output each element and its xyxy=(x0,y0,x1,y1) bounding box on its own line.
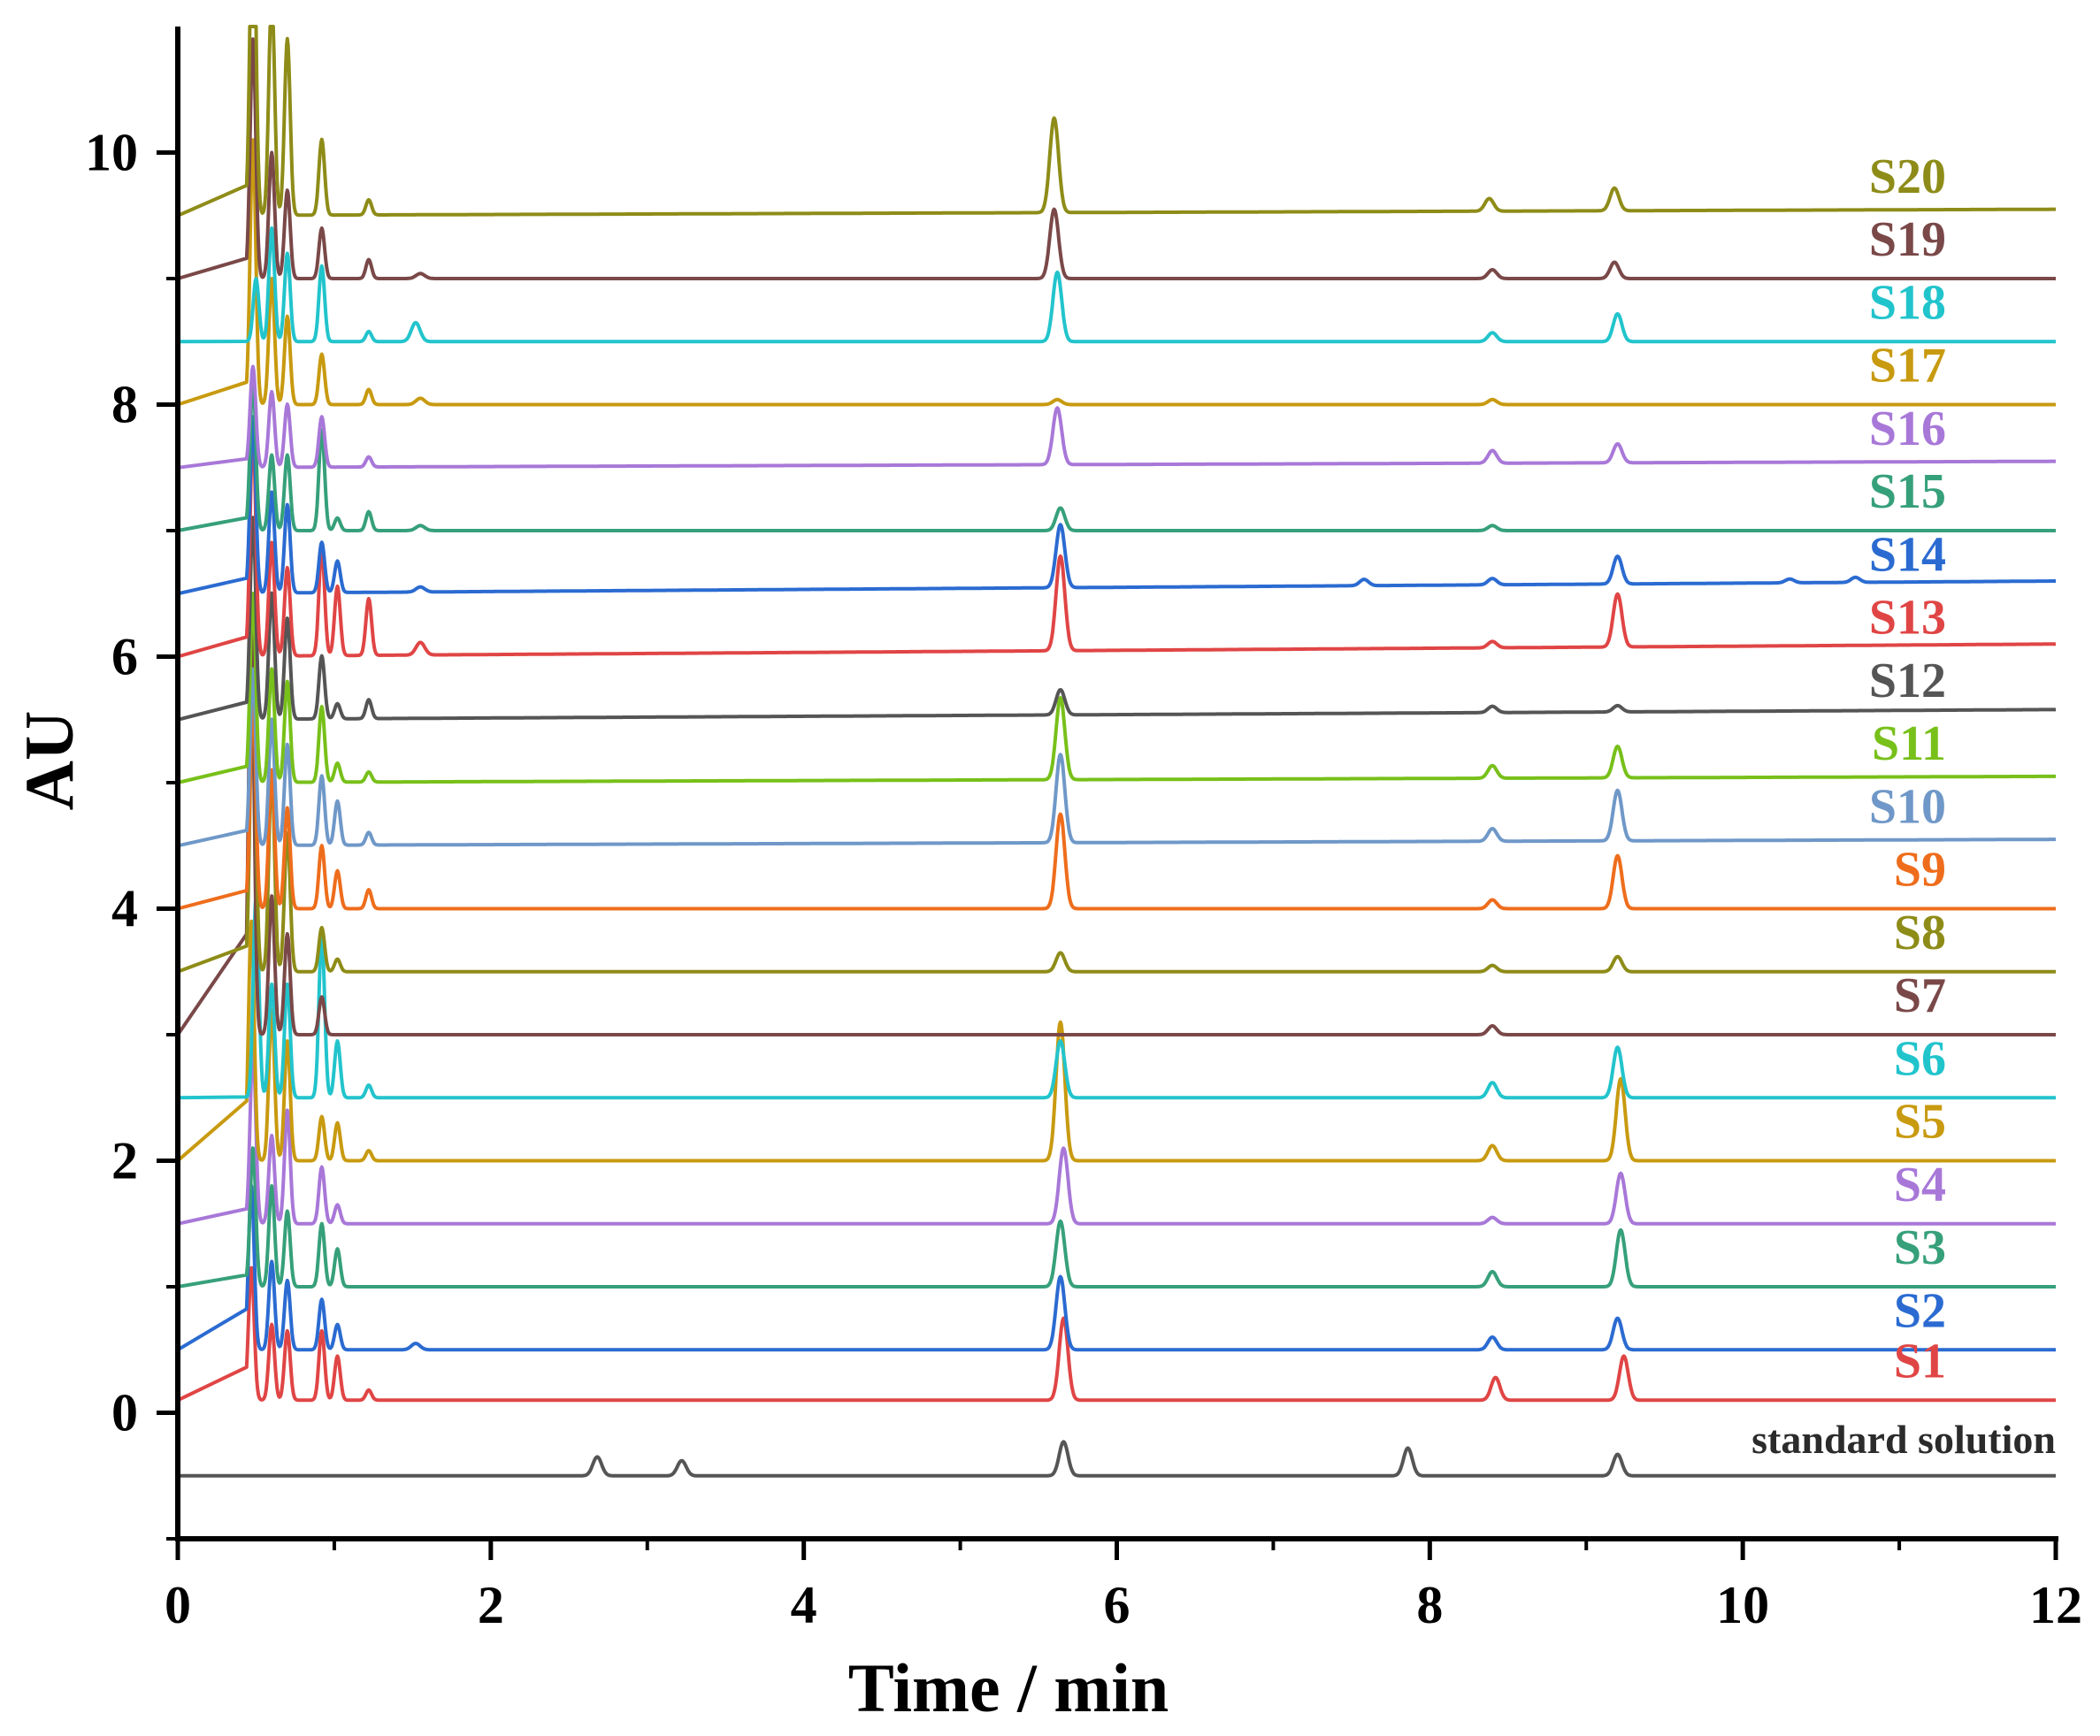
y-tick-label: 8 xyxy=(111,376,138,434)
trace-s18 xyxy=(177,226,2058,344)
trace-s10 xyxy=(177,667,2058,848)
series-label-s15: S15 xyxy=(1869,464,1946,519)
trace-s17 xyxy=(177,138,2058,407)
series-label-s20: S20 xyxy=(1869,149,1946,204)
series-label-standard-solution: standard solution xyxy=(1751,1417,2056,1462)
y-axis-title: AU xyxy=(11,711,88,811)
series-label-s18: S18 xyxy=(1869,275,1946,330)
series-label-s2: S2 xyxy=(1894,1283,1946,1338)
series-label-s10: S10 xyxy=(1869,779,1946,834)
series-label-s19: S19 xyxy=(1869,212,1946,267)
trace-s16 xyxy=(177,364,2058,470)
x-tick-label: 6 xyxy=(1104,1576,1130,1634)
x-tick-label: 12 xyxy=(2029,1576,2082,1634)
y-ticks-group: 0 2 4 6 8 10 xyxy=(85,124,178,1541)
series-label-s12: S12 xyxy=(1869,654,1946,708)
trace-s7 xyxy=(176,630,2058,1036)
x-tick-label: 0 xyxy=(165,1576,191,1634)
series-label-s16: S16 xyxy=(1869,401,1946,456)
series-label-s3: S3 xyxy=(1894,1220,1946,1275)
series-label-s1: S1 xyxy=(1894,1334,1946,1388)
y-tick-label: 2 xyxy=(111,1132,138,1190)
y-tick-label: 0 xyxy=(111,1384,138,1442)
series-label-s7: S7 xyxy=(1894,968,1946,1023)
x-tick-label: 10 xyxy=(1716,1576,1769,1634)
trace-s19 xyxy=(177,37,2058,280)
series-label-s6: S6 xyxy=(1894,1031,1946,1086)
y-tick-label: 6 xyxy=(111,628,138,686)
x-tick-label: 8 xyxy=(1416,1576,1443,1634)
x-axis-title: Time / min xyxy=(848,1649,1169,1726)
y-tick-label: 4 xyxy=(111,880,138,938)
series-label-s5: S5 xyxy=(1894,1095,1946,1150)
y-tick-label: 10 xyxy=(85,124,138,182)
series-label-s14: S14 xyxy=(1869,527,1946,582)
trace-s8 xyxy=(177,667,2058,974)
series-label-s11: S11 xyxy=(1872,716,1946,771)
trace-s15 xyxy=(177,378,2058,532)
trace-s11 xyxy=(177,592,2058,784)
trace-s2 xyxy=(176,1184,2058,1352)
trace-s4 xyxy=(177,1045,2058,1226)
series-label-s4: S4 xyxy=(1894,1158,1946,1212)
series-label-s8: S8 xyxy=(1894,906,1946,960)
trace-s3 xyxy=(177,1146,2058,1289)
trace-s13 xyxy=(177,427,2058,659)
trace-s12 xyxy=(177,516,2058,722)
trace-standard-solution xyxy=(176,1440,2058,1478)
series-label-s17: S17 xyxy=(1869,339,1946,394)
trace-s20 xyxy=(177,25,2058,218)
trace-s5 xyxy=(176,919,2058,1163)
trace-s1 xyxy=(177,1266,2058,1403)
series-label-s9: S9 xyxy=(1894,843,1946,898)
trace-s6 xyxy=(177,894,2058,1100)
x-tick-label: 4 xyxy=(791,1576,817,1634)
x-tick-label: 2 xyxy=(478,1576,504,1634)
series-label-s13: S13 xyxy=(1869,591,1946,646)
trace-s9 xyxy=(177,692,2058,911)
traces-group xyxy=(176,25,2058,1478)
trace-s14 xyxy=(177,415,2058,596)
x-ticks-group: 0 2 4 6 8 10 12 xyxy=(165,1539,2082,1634)
